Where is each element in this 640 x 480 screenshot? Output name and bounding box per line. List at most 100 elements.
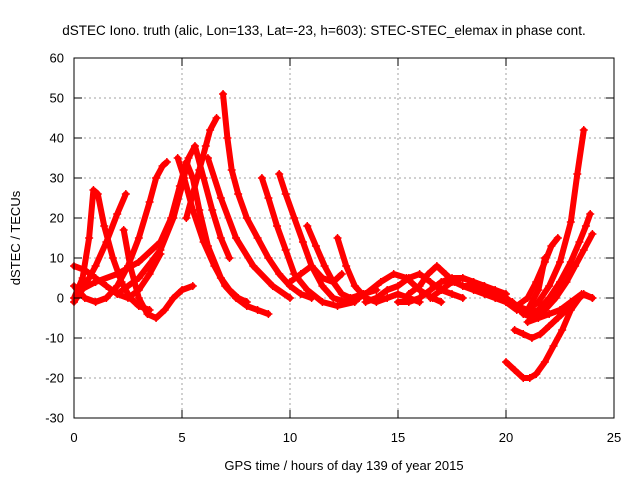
data-point xyxy=(361,290,370,298)
data-point xyxy=(199,238,208,246)
data-point xyxy=(318,282,327,290)
data-point xyxy=(519,310,528,318)
data-point xyxy=(469,278,478,286)
data-point xyxy=(525,374,534,382)
series-trace xyxy=(174,155,272,317)
data-point xyxy=(156,246,165,254)
data-point xyxy=(383,294,392,302)
data-point xyxy=(134,274,143,282)
y-axis: -30 -20 -10 0 10 20 30 40 50 60 xyxy=(45,51,614,426)
data-point xyxy=(534,298,543,306)
data-point xyxy=(275,270,284,278)
x-tick-label: 0 xyxy=(70,430,77,445)
data-point xyxy=(134,234,143,242)
data-point xyxy=(426,278,435,286)
data-point xyxy=(404,290,413,298)
series-pass-15 xyxy=(286,262,346,286)
data-point xyxy=(404,298,413,306)
data-point xyxy=(158,162,167,170)
data-point xyxy=(469,286,478,294)
y-tick-label: 10 xyxy=(50,251,64,266)
data-point xyxy=(523,294,532,302)
data-point xyxy=(566,298,575,306)
data-point xyxy=(586,210,595,218)
data-point xyxy=(556,306,564,314)
data-point xyxy=(195,166,204,174)
data-point xyxy=(113,210,122,218)
x-tick-label: 5 xyxy=(178,430,185,445)
data-point xyxy=(508,298,517,306)
data-point xyxy=(566,218,575,226)
data-point xyxy=(113,282,122,290)
series-pass-28 xyxy=(523,290,597,326)
data-point xyxy=(389,270,398,278)
data-point xyxy=(415,294,424,302)
data-point xyxy=(178,286,186,294)
x-axis-label: GPS time / hours of day 139 of year 2015 xyxy=(224,458,463,473)
data-point xyxy=(85,234,94,242)
data-point xyxy=(432,262,441,270)
data-point xyxy=(383,286,392,294)
data-point xyxy=(134,294,143,302)
data-point xyxy=(281,190,290,198)
data-point xyxy=(566,258,575,266)
y-tick-label: -20 xyxy=(45,371,64,386)
y-tick-label: 50 xyxy=(50,91,64,106)
data-point xyxy=(458,274,467,282)
data-point xyxy=(536,330,545,338)
data-point xyxy=(579,246,588,254)
y-tick-label: -30 xyxy=(45,411,64,426)
x-tick-label: 20 xyxy=(499,430,513,445)
data-point xyxy=(540,258,549,266)
data-point xyxy=(448,290,456,298)
data-point xyxy=(225,254,234,262)
data-point xyxy=(145,270,154,278)
data-point xyxy=(188,190,197,198)
y-tick-label: 0 xyxy=(57,291,64,306)
data-point xyxy=(510,366,519,374)
data-point xyxy=(523,318,532,326)
x-tick-label: 25 xyxy=(607,430,621,445)
data-point xyxy=(303,222,312,230)
data-point xyxy=(173,154,182,162)
data-point xyxy=(534,314,543,322)
data-point xyxy=(232,294,240,302)
data-point xyxy=(227,166,236,174)
data-point xyxy=(532,370,541,378)
data-point xyxy=(329,278,338,286)
data-point xyxy=(102,238,111,246)
data-point xyxy=(169,214,178,222)
data-point xyxy=(221,282,230,290)
data-point xyxy=(588,294,597,302)
data-point xyxy=(232,234,240,242)
data-point xyxy=(394,298,402,306)
data-point xyxy=(290,214,299,222)
data-point xyxy=(553,314,562,322)
grid xyxy=(74,58,614,418)
data-point xyxy=(184,154,193,162)
data-point xyxy=(78,274,87,282)
data-point xyxy=(415,270,424,278)
data-point xyxy=(257,174,266,182)
y-tick-label: -10 xyxy=(45,331,64,346)
data-point xyxy=(577,290,586,298)
data-point xyxy=(342,262,351,270)
data-point xyxy=(502,358,510,366)
data-point xyxy=(298,238,307,246)
data-point xyxy=(219,90,228,98)
data-point xyxy=(558,326,567,334)
data-point xyxy=(318,298,327,306)
y-tick-label: 60 xyxy=(50,51,64,66)
data-point xyxy=(571,262,580,270)
data-point xyxy=(281,246,290,254)
data-point xyxy=(203,154,212,162)
data-point xyxy=(121,190,130,198)
data-point xyxy=(178,182,186,190)
data-point xyxy=(573,170,582,178)
data-point xyxy=(162,158,171,166)
series-trace xyxy=(204,155,293,301)
series-pass-8 xyxy=(113,142,234,298)
data-point xyxy=(234,190,243,198)
data-point xyxy=(253,234,262,242)
